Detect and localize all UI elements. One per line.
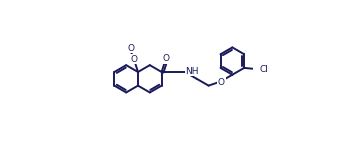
Text: Cl: Cl <box>259 65 268 74</box>
Text: O: O <box>130 55 137 64</box>
Text: O: O <box>127 44 134 52</box>
Text: O: O <box>218 78 225 87</box>
Text: NH: NH <box>186 67 199 76</box>
Text: O: O <box>162 54 169 63</box>
